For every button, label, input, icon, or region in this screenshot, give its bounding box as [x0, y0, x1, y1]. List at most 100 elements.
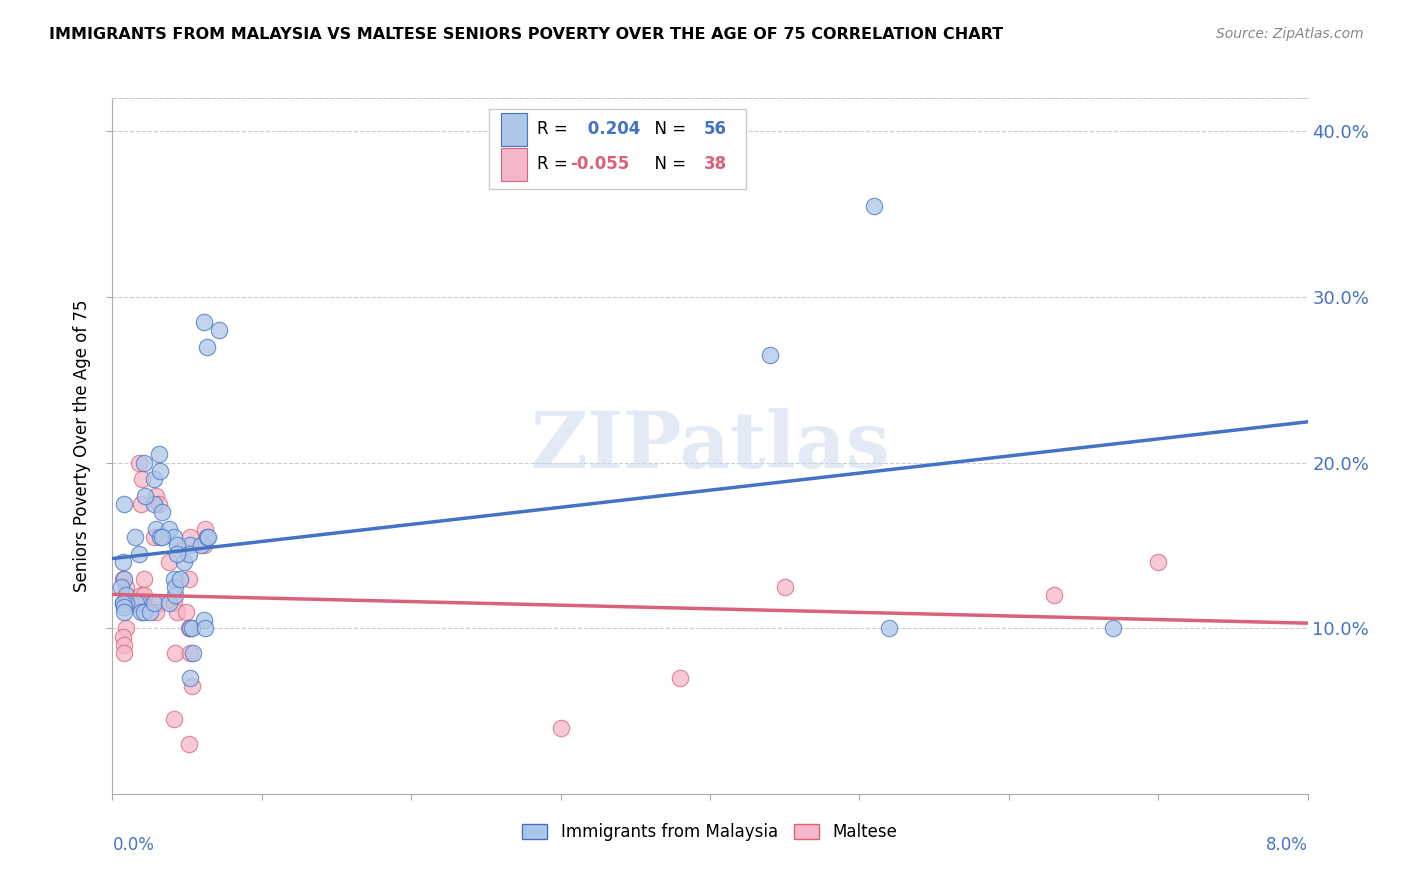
Point — [1147, 555, 1170, 569]
Point — [111, 596, 134, 610]
Point — [165, 646, 187, 660]
Point — [180, 679, 202, 693]
Point — [207, 323, 229, 337]
Point — [145, 522, 167, 536]
Point — [169, 572, 191, 586]
Point — [669, 671, 692, 685]
Point — [129, 605, 152, 619]
Text: 38: 38 — [704, 155, 727, 173]
Point — [145, 605, 167, 619]
Point — [177, 547, 200, 561]
Point — [166, 605, 188, 619]
Point — [190, 538, 212, 552]
Point — [157, 596, 180, 610]
Point — [165, 580, 187, 594]
Point — [877, 621, 901, 635]
Point — [179, 538, 201, 552]
Point — [179, 530, 201, 544]
Point — [181, 646, 204, 660]
Point — [177, 621, 200, 635]
Point — [125, 596, 148, 610]
FancyBboxPatch shape — [501, 112, 527, 146]
Point — [114, 605, 135, 619]
Point — [132, 605, 155, 619]
Point — [759, 348, 782, 362]
Point — [193, 613, 215, 627]
Point — [157, 522, 180, 536]
Point — [550, 721, 572, 735]
Point — [115, 621, 138, 635]
Point — [1042, 588, 1064, 602]
Point — [197, 530, 219, 544]
Point — [111, 630, 134, 644]
Point — [129, 497, 152, 511]
Point — [143, 472, 166, 486]
Point — [111, 555, 134, 569]
Point — [166, 547, 188, 561]
Point — [1102, 621, 1125, 635]
Text: -0.055: -0.055 — [571, 155, 630, 173]
Point — [863, 199, 886, 213]
Point — [174, 605, 197, 619]
Point — [143, 497, 166, 511]
Text: 0.204: 0.204 — [582, 120, 641, 138]
Point — [111, 596, 134, 610]
Point — [149, 464, 172, 478]
Point — [163, 572, 186, 586]
Point — [177, 737, 200, 751]
Point — [111, 572, 134, 586]
Point — [193, 538, 215, 552]
Point — [163, 596, 186, 610]
FancyBboxPatch shape — [501, 147, 527, 181]
Text: R =: R = — [537, 155, 572, 173]
Point — [129, 588, 152, 602]
Point — [149, 530, 172, 544]
Point — [132, 572, 155, 586]
FancyBboxPatch shape — [489, 109, 747, 188]
Point — [131, 472, 153, 486]
Point — [179, 646, 201, 660]
Point — [145, 489, 167, 503]
Text: IMMIGRANTS FROM MALAYSIA VS MALTESE SENIORS POVERTY OVER THE AGE OF 75 CORRELATI: IMMIGRANTS FROM MALAYSIA VS MALTESE SENI… — [49, 27, 1004, 42]
Point — [131, 596, 153, 610]
Point — [195, 530, 218, 544]
Text: Source: ZipAtlas.com: Source: ZipAtlas.com — [1216, 27, 1364, 41]
Point — [132, 588, 155, 602]
Point — [114, 646, 135, 660]
Point — [157, 555, 180, 569]
Point — [150, 505, 173, 519]
Point — [114, 572, 135, 586]
Point — [139, 605, 162, 619]
Text: 56: 56 — [704, 120, 727, 138]
Point — [115, 596, 138, 610]
Text: 0.0%: 0.0% — [112, 836, 155, 854]
Point — [163, 712, 186, 726]
Point — [195, 340, 218, 354]
Point — [114, 599, 135, 614]
Point — [150, 530, 173, 544]
Point — [173, 555, 195, 569]
Point — [180, 621, 202, 635]
Point — [128, 456, 150, 470]
Point — [179, 671, 201, 685]
Point — [143, 530, 166, 544]
Point — [163, 530, 186, 544]
Point — [143, 596, 166, 610]
Point — [148, 447, 170, 461]
Point — [114, 596, 135, 610]
Point — [132, 456, 155, 470]
Text: R =: R = — [537, 120, 572, 138]
Text: 8.0%: 8.0% — [1265, 836, 1308, 854]
Point — [124, 530, 146, 544]
Point — [115, 580, 138, 594]
Point — [148, 596, 170, 610]
Point — [193, 315, 215, 329]
Point — [179, 621, 201, 635]
Point — [148, 497, 170, 511]
Point — [177, 572, 200, 586]
Text: N =: N = — [644, 155, 692, 173]
Point — [128, 547, 150, 561]
Point — [166, 538, 188, 552]
Point — [114, 497, 135, 511]
Point — [194, 522, 217, 536]
